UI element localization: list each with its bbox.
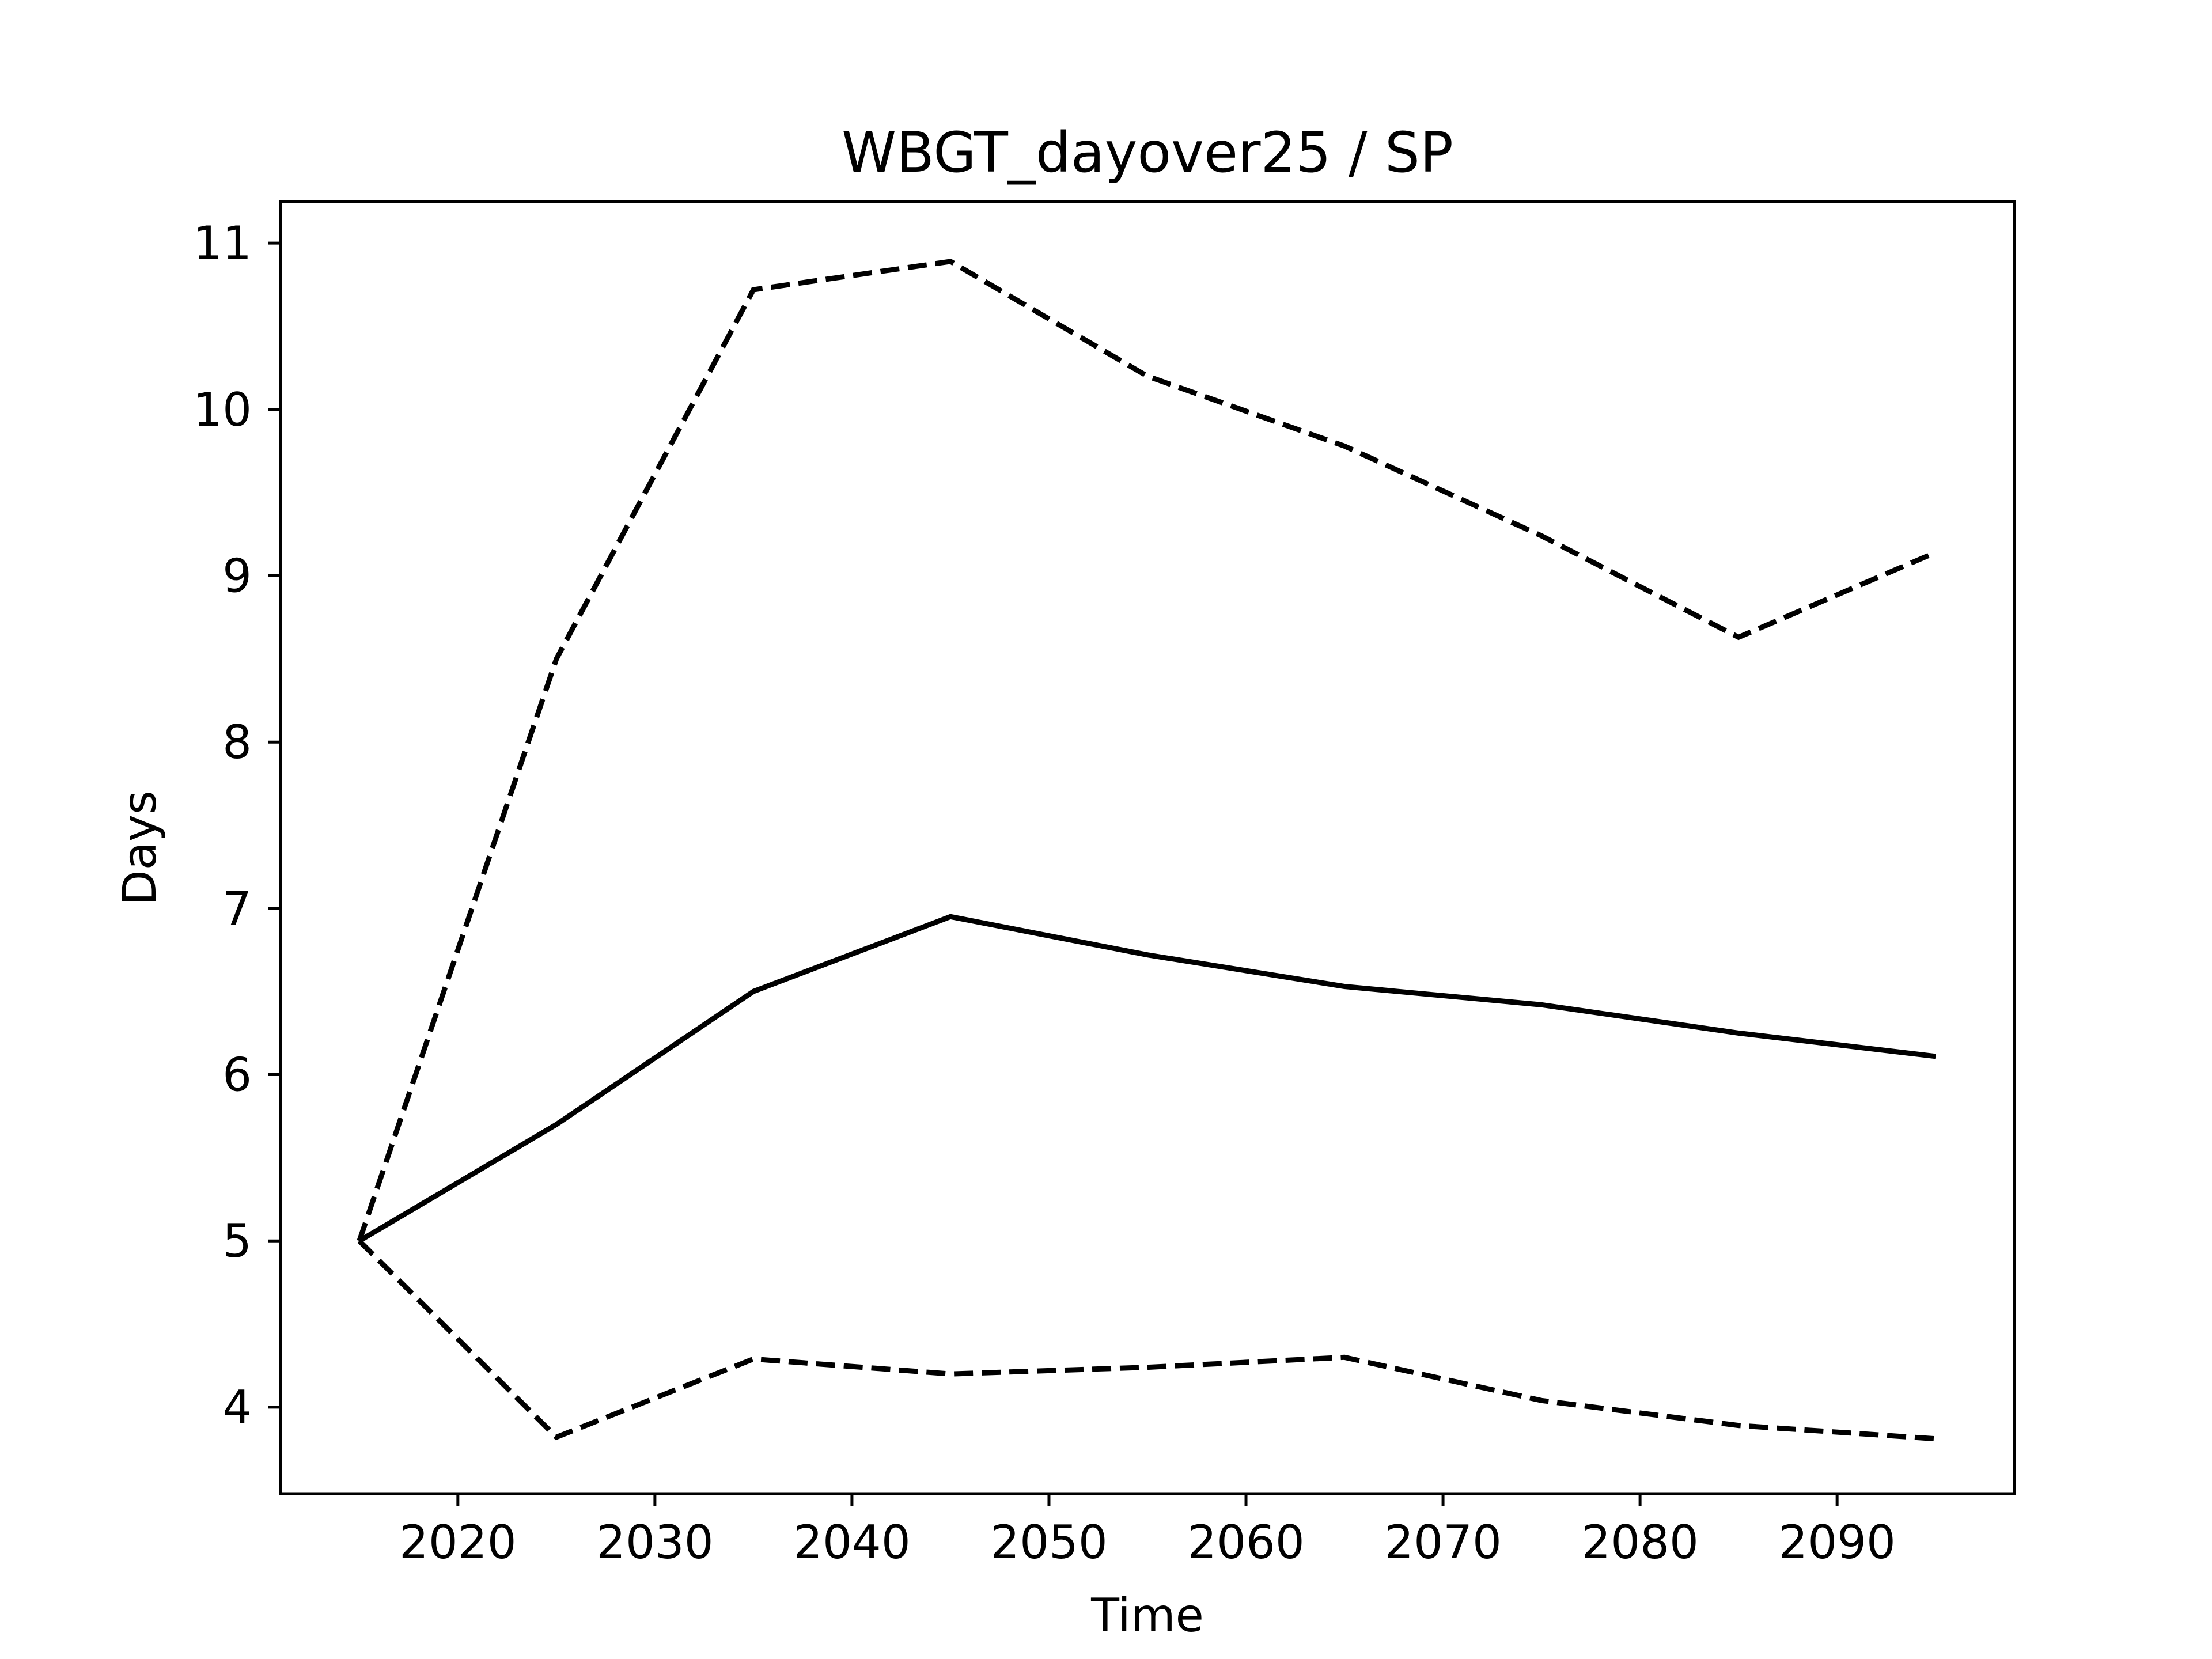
y-axis: 4 5 6 7 8 9 10 11 [193,217,281,1434]
y-tick-label: 5 [222,1214,252,1268]
y-tick-label: 6 [222,1048,252,1102]
x-tick-label: 2070 [1384,1516,1502,1569]
y-tick-label: 7 [222,882,252,935]
x-tick-label: 2090 [1778,1516,1896,1569]
x-tick-label: 2040 [793,1516,911,1569]
y-tick-label: 11 [193,217,252,270]
y-tick-label: 8 [222,715,252,769]
series-line-median [358,914,1936,1244]
x-tick-label: 2060 [1187,1516,1305,1569]
x-tick-label: 2030 [596,1516,714,1569]
plot-frame [279,200,2016,1495]
y-tick-label: 10 [193,383,252,437]
series-group [357,259,1937,1442]
y-tick-label: 9 [222,550,252,603]
y-tick-label: 4 [222,1381,252,1434]
series-line-lower [357,1239,1936,1442]
x-axis: 2020 2030 2040 2050 2060 2070 2080 2090 [399,1494,1896,1569]
x-tick-label: 2020 [399,1516,517,1569]
x-tick-label: 2080 [1581,1516,1699,1569]
y-axis-label: Days [113,790,166,906]
series-line-upper [357,259,1937,1242]
chart-title: WBGT_dayover25 / SP [842,120,1453,185]
x-tick-label: 2050 [990,1516,1108,1569]
x-axis-label: Time [1090,1589,1204,1642]
